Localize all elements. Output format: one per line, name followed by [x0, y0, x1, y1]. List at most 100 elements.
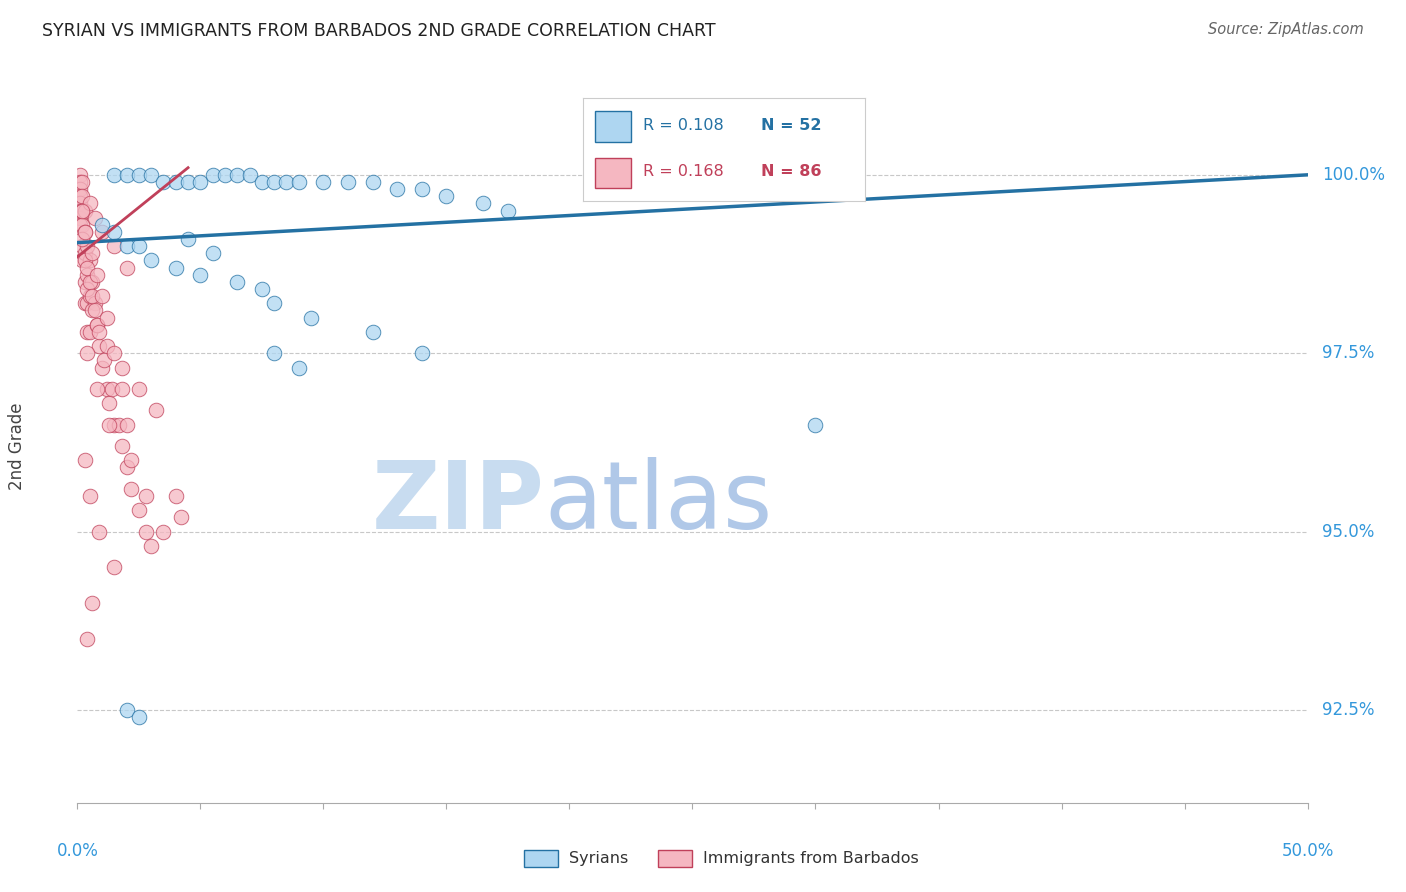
Text: N = 52: N = 52 — [761, 119, 821, 133]
Point — [177, 232, 200, 246]
Point — [361, 325, 384, 339]
Text: N = 86: N = 86 — [761, 164, 821, 179]
Point — [82, 246, 104, 260]
Point — [250, 282, 273, 296]
Point — [226, 275, 249, 289]
Point — [73, 203, 96, 218]
Point — [90, 218, 114, 232]
Point — [115, 703, 138, 717]
Point — [145, 403, 167, 417]
Point — [83, 211, 105, 225]
Point — [86, 318, 108, 332]
Point — [128, 503, 150, 517]
Point — [69, 168, 91, 182]
Point — [188, 268, 212, 282]
Point — [82, 596, 104, 610]
Point — [312, 175, 335, 189]
Point — [121, 482, 143, 496]
Point — [73, 253, 96, 268]
Point — [141, 253, 163, 268]
Point — [135, 489, 157, 503]
Point — [170, 510, 193, 524]
Point — [83, 296, 105, 310]
Text: 2nd Grade: 2nd Grade — [8, 402, 25, 490]
Point — [70, 189, 93, 203]
Point — [103, 346, 125, 360]
Text: ZIP: ZIP — [373, 457, 546, 549]
Point — [263, 346, 285, 360]
Point — [115, 417, 138, 432]
Text: 0.0%: 0.0% — [56, 842, 98, 860]
Point — [177, 175, 200, 189]
Point — [135, 524, 157, 539]
Point — [70, 253, 93, 268]
Point — [337, 175, 360, 189]
Text: SYRIAN VS IMMIGRANTS FROM BARBADOS 2ND GRADE CORRELATION CHART: SYRIAN VS IMMIGRANTS FROM BARBADOS 2ND G… — [42, 22, 716, 40]
Point — [496, 203, 519, 218]
Point — [79, 275, 101, 289]
Point — [141, 168, 163, 182]
Point — [165, 175, 187, 189]
Point — [70, 232, 93, 246]
Point — [73, 275, 96, 289]
Point — [89, 524, 111, 539]
Text: Syrians: Syrians — [569, 851, 628, 866]
Point — [98, 417, 121, 432]
Point — [103, 560, 125, 574]
Text: atlas: atlas — [546, 457, 773, 549]
Point — [152, 175, 174, 189]
Point — [111, 360, 132, 375]
FancyBboxPatch shape — [658, 849, 692, 867]
Point — [141, 539, 163, 553]
FancyBboxPatch shape — [595, 112, 631, 142]
Point — [98, 396, 121, 410]
Point — [86, 382, 108, 396]
Point — [70, 203, 93, 218]
Point — [103, 417, 125, 432]
Point — [73, 225, 96, 239]
Point — [76, 282, 98, 296]
Point — [82, 275, 104, 289]
Point — [89, 325, 111, 339]
Text: Source: ZipAtlas.com: Source: ZipAtlas.com — [1208, 22, 1364, 37]
Point — [115, 260, 138, 275]
Point — [263, 175, 285, 189]
Text: 50.0%: 50.0% — [1281, 842, 1334, 860]
Point — [103, 225, 125, 239]
Point — [69, 203, 91, 218]
FancyBboxPatch shape — [595, 158, 631, 188]
Point — [89, 339, 111, 353]
Point — [69, 218, 91, 232]
Text: 100.0%: 100.0% — [1323, 166, 1385, 184]
Point — [226, 168, 249, 182]
Point — [76, 346, 98, 360]
Point — [239, 168, 262, 182]
Point — [411, 346, 433, 360]
Point — [73, 453, 96, 467]
Point — [250, 175, 273, 189]
Point — [128, 168, 150, 182]
Point — [201, 168, 224, 182]
Point — [121, 453, 143, 467]
Text: R = 0.168: R = 0.168 — [643, 164, 723, 179]
Point — [70, 203, 93, 218]
Point — [115, 239, 138, 253]
FancyBboxPatch shape — [524, 849, 558, 867]
Point — [69, 182, 91, 196]
Point — [361, 175, 384, 189]
Point — [83, 303, 105, 318]
Point — [70, 175, 93, 189]
Point — [76, 296, 98, 310]
Point — [69, 189, 91, 203]
Point — [276, 175, 298, 189]
Point — [128, 710, 150, 724]
Point — [73, 296, 96, 310]
Point — [188, 175, 212, 189]
Point — [93, 353, 115, 368]
Text: R = 0.108: R = 0.108 — [643, 119, 723, 133]
Point — [103, 239, 125, 253]
Point — [69, 175, 91, 189]
Point — [201, 246, 224, 260]
Point — [103, 168, 125, 182]
Point — [96, 382, 118, 396]
